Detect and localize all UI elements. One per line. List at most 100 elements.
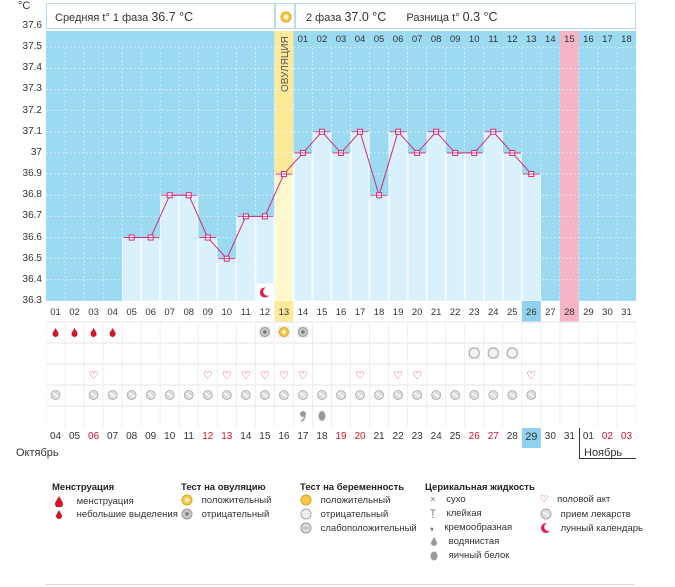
date-cell[interactable]: 17: [297, 431, 309, 442]
pill-icon[interactable]: [450, 390, 461, 400]
temperature-bar[interactable]: [312, 131, 332, 301]
temperature-bar[interactable]: [407, 152, 427, 301]
temperature-bar[interactable]: [464, 152, 484, 301]
temperature-bar[interactable]: [331, 152, 351, 301]
date-cell[interactable]: 23: [411, 431, 423, 442]
heart-icon[interactable]: ♡: [279, 369, 289, 382]
date-cell[interactable]: 16: [278, 431, 290, 442]
date-cell[interactable]: 28: [506, 431, 518, 442]
heart-icon[interactable]: ♡: [260, 369, 270, 382]
pill-icon[interactable]: [298, 390, 308, 400]
pill-icon[interactable]: [259, 390, 270, 400]
date-cell[interactable]: 26: [468, 431, 480, 442]
blood-drop-icon[interactable]: [52, 328, 59, 337]
date-cell[interactable]: 01: [582, 431, 594, 442]
pill-icon[interactable]: [107, 390, 118, 400]
date-cell[interactable]: 18: [316, 431, 328, 442]
date-cell[interactable]: 07: [107, 431, 119, 442]
pill-icon[interactable]: [221, 390, 232, 400]
date-cell[interactable]: 09: [145, 431, 157, 442]
creamy-icon[interactable]: [299, 411, 306, 422]
date-cell[interactable]: 31: [563, 431, 575, 442]
pill-icon[interactable]: [279, 390, 289, 400]
date-cell[interactable]: 15: [259, 431, 271, 442]
pregnancy-test-icon[interactable]: [506, 347, 519, 359]
pill-icon[interactable]: [526, 390, 537, 400]
temperature-bar[interactable]: [445, 152, 465, 301]
date-cell[interactable]: 05: [68, 431, 81, 442]
heart-icon[interactable]: ♡: [222, 369, 232, 382]
date-cell[interactable]: 21: [373, 431, 385, 442]
temperature-bar[interactable]: [274, 173, 294, 301]
pregnancy-test-icon[interactable]: [468, 347, 481, 359]
date-cell[interactable]: 13: [221, 431, 233, 442]
temperature-bar[interactable]: [141, 237, 161, 301]
date-cell[interactable]: 10: [164, 431, 176, 442]
pill-icon[interactable]: [431, 390, 442, 400]
date-cell[interactable]: 14: [240, 431, 252, 442]
heart-icon[interactable]: ♡: [89, 369, 99, 382]
pill-icon[interactable]: [164, 390, 175, 400]
date-cell[interactable]: 12: [202, 431, 214, 442]
heart-icon[interactable]: ♡: [241, 369, 251, 382]
pill-icon[interactable]: [50, 390, 61, 400]
heart-icon[interactable]: ♡: [355, 369, 365, 382]
date-cell[interactable]: 22: [392, 431, 404, 442]
temperature-bar[interactable]: [198, 237, 218, 301]
date-cell[interactable]: 19: [335, 431, 347, 442]
temperature-bar[interactable]: [521, 173, 541, 301]
date-cell[interactable]: 08: [126, 431, 138, 442]
pill-icon[interactable]: [202, 390, 213, 400]
pill-icon[interactable]: [240, 390, 251, 400]
pill-icon[interactable]: [374, 390, 384, 400]
heart-icon[interactable]: ♡: [412, 369, 422, 382]
pill-icon[interactable]: [507, 390, 518, 400]
date-cell[interactable]: 03: [620, 431, 633, 442]
blood-drop-icon[interactable]: [90, 328, 97, 337]
egg-white-icon[interactable]: [318, 411, 326, 421]
date-cell[interactable]: 29: [525, 431, 538, 443]
pill-icon[interactable]: [412, 390, 423, 400]
date-cell[interactable]: 06: [88, 431, 100, 442]
pregnancy-test-icon[interactable]: [487, 347, 500, 359]
blood-drop-icon[interactable]: [109, 328, 116, 337]
heart-icon[interactable]: ♡: [526, 369, 536, 382]
temperature-bar[interactable]: [502, 152, 522, 301]
temperature-bar[interactable]: [483, 131, 503, 301]
temperature-bar[interactable]: [179, 194, 199, 301]
date-cell[interactable]: 11: [183, 431, 194, 442]
temperature-bar[interactable]: [293, 152, 313, 301]
temperature-bar[interactable]: [426, 131, 446, 301]
pill-icon[interactable]: [145, 390, 156, 400]
temperature-bar[interactable]: [122, 237, 142, 301]
pill-icon[interactable]: [126, 390, 137, 400]
date-cell[interactable]: 30: [544, 431, 556, 442]
ovulation-test-negative-icon[interactable]: [296, 326, 309, 338]
ovulation-test-negative-icon[interactable]: [258, 326, 271, 338]
temperature-bar[interactable]: [217, 258, 237, 301]
pill-icon[interactable]: [88, 390, 99, 400]
temperature-bar[interactable]: [160, 194, 180, 301]
temperature-bar[interactable]: [369, 194, 389, 301]
pill-icon[interactable]: [183, 390, 194, 400]
temperature-bar[interactable]: [236, 215, 256, 301]
pill-icon[interactable]: [469, 390, 480, 400]
date-cell[interactable]: 20: [354, 431, 366, 442]
date-cell[interactable]: 02: [601, 431, 613, 442]
heart-icon[interactable]: ♡: [298, 369, 308, 382]
pill-icon[interactable]: [317, 390, 327, 400]
heart-icon[interactable]: ♡: [393, 369, 403, 382]
date-cell[interactable]: 04: [49, 431, 62, 442]
date-cell[interactable]: 27: [487, 431, 499, 442]
pill-icon[interactable]: [393, 390, 403, 400]
temperature-bar[interactable]: [350, 131, 370, 301]
heart-icon[interactable]: ♡: [203, 369, 213, 382]
pill-icon[interactable]: [488, 390, 499, 400]
temperature-bar[interactable]: [388, 131, 408, 301]
ovulation-test-positive-icon[interactable]: [277, 326, 290, 338]
pill-icon[interactable]: [336, 390, 346, 400]
date-cell[interactable]: 24: [430, 431, 442, 442]
blood-drop-icon[interactable]: [71, 328, 78, 337]
pill-icon[interactable]: [355, 390, 365, 400]
date-cell[interactable]: 25: [449, 431, 461, 442]
